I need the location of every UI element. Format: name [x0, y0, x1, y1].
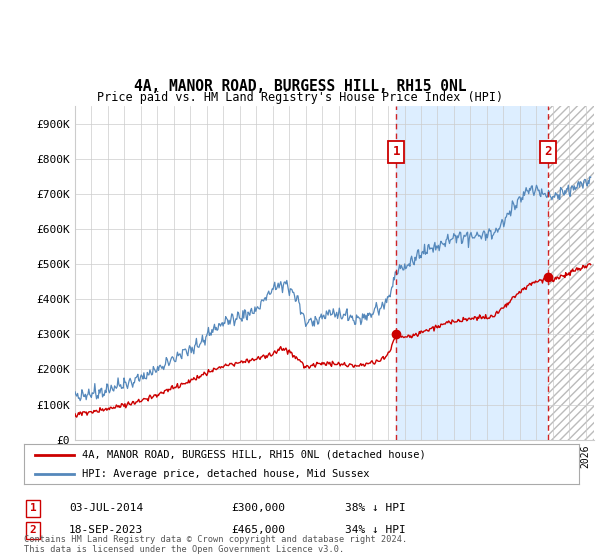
Text: Contains HM Land Registry data © Crown copyright and database right 2024.
This d: Contains HM Land Registry data © Crown c…	[24, 535, 407, 554]
Text: £300,000: £300,000	[231, 503, 285, 514]
Text: 2: 2	[29, 525, 37, 535]
Text: 18-SEP-2023: 18-SEP-2023	[69, 525, 143, 535]
Text: HPI: Average price, detached house, Mid Sussex: HPI: Average price, detached house, Mid …	[82, 469, 370, 478]
Text: 03-JUL-2014: 03-JUL-2014	[69, 503, 143, 514]
Bar	[396, 106, 548, 440]
Text: £465,000: £465,000	[231, 525, 285, 535]
Text: 4A, MANOR ROAD, BURGESS HILL, RH15 0NL (detached house): 4A, MANOR ROAD, BURGESS HILL, RH15 0NL (…	[82, 450, 426, 460]
Text: 38% ↓ HPI: 38% ↓ HPI	[345, 503, 406, 514]
Text: Price paid vs. HM Land Registry's House Price Index (HPI): Price paid vs. HM Land Registry's House …	[97, 91, 503, 104]
Text: 1: 1	[392, 146, 400, 158]
Text: 4A, MANOR ROAD, BURGESS HILL, RH15 0NL: 4A, MANOR ROAD, BURGESS HILL, RH15 0NL	[134, 79, 466, 94]
Text: 1: 1	[29, 503, 37, 514]
Text: 2: 2	[544, 146, 552, 158]
Bar	[548, 106, 594, 440]
Bar	[548, 106, 594, 440]
Text: 34% ↓ HPI: 34% ↓ HPI	[345, 525, 406, 535]
